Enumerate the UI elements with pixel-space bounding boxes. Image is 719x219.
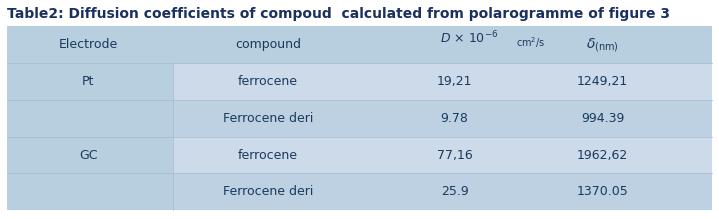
Text: Table2: Diffusion coefficients of compoud  calculated from polarogramme of figur: Table2: Diffusion coefficients of compou… [7, 7, 670, 21]
Text: ferrocene: ferrocene [238, 148, 298, 162]
Bar [173, 26, 712, 63]
Text: 1370.05: 1370.05 [577, 185, 628, 198]
Text: $\rm{cm^{2}/s}$: $\rm{cm^{2}/s}$ [516, 35, 545, 50]
Text: 1249,21: 1249,21 [577, 75, 628, 88]
Bar [173, 173, 712, 210]
Text: 994.39: 994.39 [581, 112, 624, 125]
Text: compound: compound [235, 38, 301, 51]
Text: $\mathit{D}$ $\times$ $10^{-6}$: $\mathit{D}$ $\times$ $10^{-6}$ [440, 30, 499, 46]
Bar [7, 26, 173, 210]
Text: Ferrocene deri: Ferrocene deri [223, 185, 313, 198]
Text: GC: GC [79, 148, 98, 162]
Text: 1962,62: 1962,62 [577, 148, 628, 162]
Text: Electrode: Electrode [58, 38, 118, 51]
Text: Pt: Pt [82, 75, 94, 88]
Text: 25.9: 25.9 [441, 185, 469, 198]
Text: 77,16: 77,16 [436, 148, 472, 162]
Text: $\delta_{\rm{(nm)}}$: $\delta_{\rm{(nm)}}$ [586, 36, 619, 54]
Bar [173, 137, 712, 173]
Bar [173, 100, 712, 137]
Text: ferrocene: ferrocene [238, 75, 298, 88]
Text: 9.78: 9.78 [441, 112, 469, 125]
Text: Ferrocene deri: Ferrocene deri [223, 112, 313, 125]
Text: 19,21: 19,21 [437, 75, 472, 88]
Bar [173, 63, 712, 100]
